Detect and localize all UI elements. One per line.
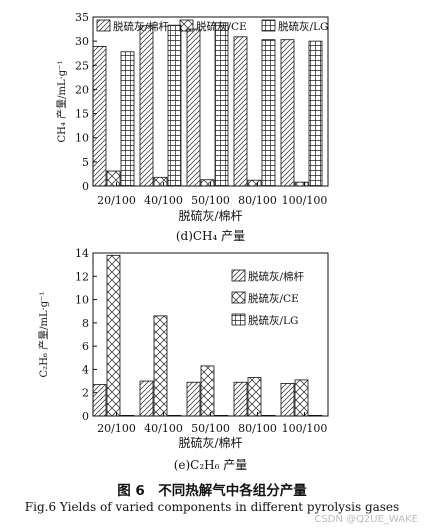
y-tick-label: 20 [75,83,89,96]
bar [214,414,229,417]
x-tick-label: 20/100 [97,194,136,207]
bar [280,382,295,417]
y-tick-label: 14 [75,247,89,260]
bar [139,380,154,417]
bar [280,39,295,187]
y-tick-label: 30 [75,35,89,48]
legend-swatch [231,313,246,326]
bar [153,176,168,187]
bar [139,25,154,187]
bar [308,414,323,417]
bar [247,377,262,417]
x-axis-label: 脱硫灰/棉杆 [178,435,242,450]
bar [214,22,229,187]
y-tick-label: 6 [82,340,89,353]
y-tick-label: 4 [82,363,89,376]
c2h6-yield-chart: 0 2 4 6 8 10 12 14 20/100 40/100 50/100 80/100 100/1… [37,247,329,472]
chart-caption: (d)CH₄ 产量 [176,229,245,243]
y-tick-label: 10 [75,132,89,145]
y-tick-label: 35 [75,11,89,24]
ch4-yield-chart: 0 5 10 15 20 25 30 35 20/100 40/100 50/100 80/100 10… [55,11,329,243]
watermark: CSDN @Q2UE_WAKE [314,514,418,525]
bar [167,24,182,187]
bar [233,381,248,417]
bar [261,39,276,187]
y-axis-label: C₂H₆ 产量/mL·g⁻¹ [37,292,50,378]
legend-label: 脱硫灰/棉杆 [248,270,305,283]
legend-label: 脱硫灰/LG [248,314,298,327]
x-tick-label: 100/100 [282,194,328,207]
x-axis-label: 脱硫灰/棉杆 [178,208,242,223]
bar [106,254,121,417]
x-tick-label: 80/100 [238,422,277,435]
bar [167,414,182,417]
y-tick-label: 8 [82,317,89,330]
x-tick-label: 40/100 [144,422,183,435]
x-tick-label: 40/100 [144,194,183,207]
bar [186,381,201,417]
bar [106,170,121,187]
bar [120,414,135,417]
legend-label: 脱硫灰/LG [278,20,328,33]
y-tick-label: 5 [82,156,89,169]
legend-swatch [231,269,246,282]
x-tick-label: 50/100 [191,194,230,207]
legend-swatch [179,19,194,32]
bar [153,315,168,417]
legend-label: 脱硫灰/CE [248,292,299,305]
bar [233,36,248,187]
bar [186,28,201,187]
figure-english-caption: Fig.6 Yields of varied components in dif… [24,500,400,514]
legend-swatch [261,19,276,32]
legend-label: 脱硫灰/棉杆 [113,20,170,33]
bar [120,51,135,187]
figure-title: 图 6 不同热解气中各组分产量 [117,483,307,499]
x-tick-label: 100/100 [282,422,328,435]
y-tick-label: 0 [82,410,89,423]
legend-swatch [96,19,111,32]
bar [294,379,309,417]
y-tick-label: 25 [75,59,89,72]
bar [294,181,309,187]
y-tick-label: 15 [75,108,89,121]
y-tick-label: 10 [75,294,89,307]
legend-label: 脱硫灰/CE [196,20,247,33]
bar [247,179,262,187]
y-tick-label: 12 [75,270,89,283]
y-tick-label: 0 [82,180,89,193]
y-tick-label: 2 [82,387,89,400]
bar [261,414,276,417]
y-axis-label: CH₄ 产量/mL·g⁻¹ [55,61,68,143]
legend-swatch [231,291,246,304]
bar [200,179,215,187]
bar [92,384,107,417]
x-tick-label: 20/100 [97,422,136,435]
bar [200,365,215,417]
chart-caption: (e)C₂H₆ 产量 [174,458,248,472]
bar [308,40,323,187]
bar [92,46,107,187]
x-tick-label: 80/100 [238,194,277,207]
x-tick-label: 50/100 [191,422,230,435]
